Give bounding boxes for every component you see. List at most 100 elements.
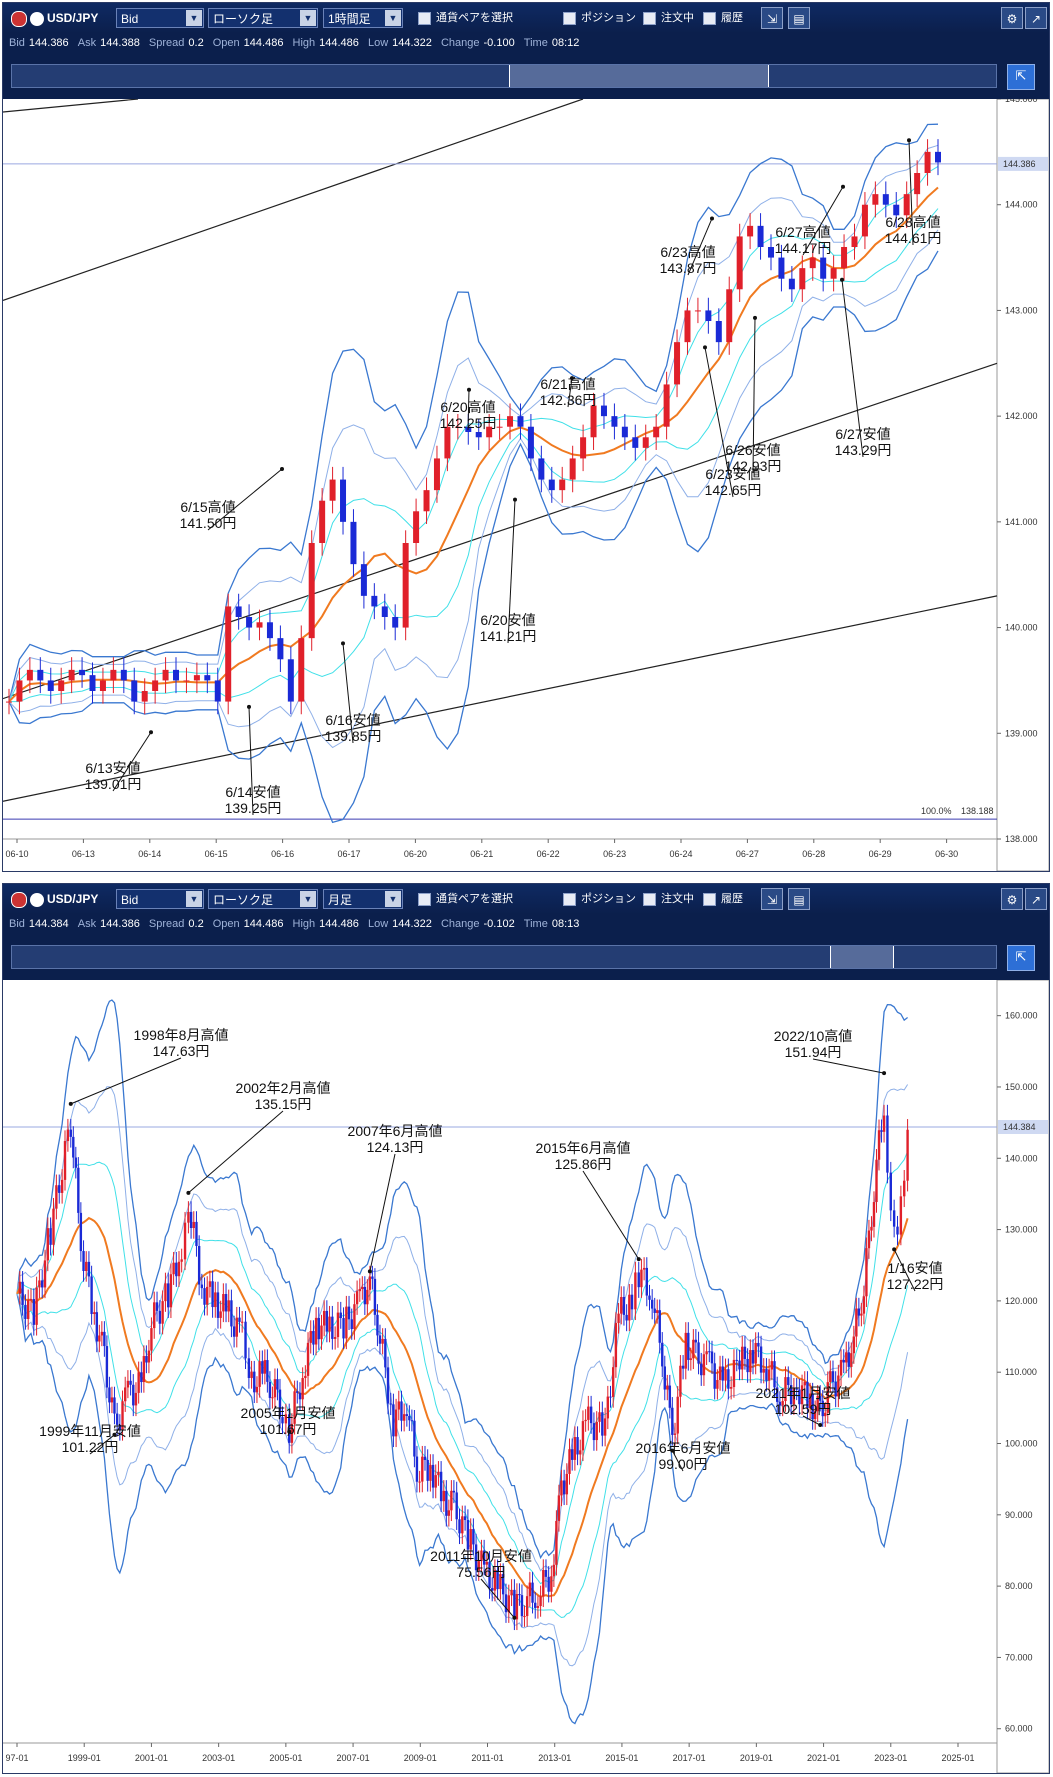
candle-body bbox=[634, 1272, 637, 1310]
chart-type-value: ローソク足 bbox=[213, 12, 274, 26]
candle-body bbox=[82, 1251, 85, 1272]
position-toggle[interactable]: ポジション bbox=[563, 889, 636, 909]
chart-type-select[interactable]: ローソク足 ▼ bbox=[208, 8, 318, 28]
pair-label: USD/JPY bbox=[47, 11, 99, 25]
candle-body bbox=[800, 1385, 804, 1405]
candle-body bbox=[240, 1321, 244, 1323]
candle-body bbox=[889, 1172, 892, 1211]
x-tick-label: 2011-01 bbox=[471, 1753, 503, 1763]
candle-body bbox=[924, 151, 931, 173]
candle-body bbox=[126, 1380, 130, 1388]
candle-body bbox=[721, 1366, 724, 1381]
popout-icon[interactable]: ↗ bbox=[1025, 888, 1047, 910]
candle-body bbox=[806, 1381, 809, 1409]
candle-body bbox=[431, 1464, 435, 1488]
candle-body bbox=[565, 1473, 569, 1495]
candle-body bbox=[6, 701, 12, 703]
checkbox-icon bbox=[703, 11, 716, 25]
pair-badge[interactable]: USD/JPY bbox=[11, 889, 98, 909]
annotation-value: 141.21円 bbox=[480, 628, 537, 644]
candle-body bbox=[729, 1387, 733, 1389]
x-tick-label: 2013-01 bbox=[538, 1753, 571, 1763]
navigator-window[interactable] bbox=[509, 65, 769, 87]
candle-body bbox=[789, 1385, 793, 1405]
candle-body bbox=[775, 1387, 779, 1402]
candle-body bbox=[266, 622, 273, 639]
candle-body bbox=[621, 426, 628, 438]
candle-body bbox=[831, 1371, 835, 1382]
candle-body bbox=[225, 606, 232, 702]
candle-body bbox=[121, 1401, 124, 1430]
candle-body bbox=[74, 1157, 78, 1168]
candle-body bbox=[611, 1367, 615, 1397]
price-type-select[interactable]: Bid ▼ bbox=[116, 889, 204, 909]
candle-body bbox=[811, 1393, 814, 1420]
select-pair-toggle[interactable]: 通貨ペアを選択 bbox=[418, 889, 513, 909]
history-toggle[interactable]: 履歴 bbox=[703, 889, 743, 909]
position-toggle[interactable]: ポジション bbox=[563, 8, 636, 28]
orders-toggle[interactable]: 注文中 bbox=[643, 889, 694, 909]
candle-body bbox=[214, 680, 221, 702]
history-toggle[interactable]: 履歴 bbox=[703, 8, 743, 28]
candle-body bbox=[880, 1130, 883, 1132]
expand-icon[interactable]: ⇱ bbox=[1007, 945, 1035, 971]
x-tick-label: 2005-01 bbox=[269, 1753, 302, 1763]
candle-body bbox=[865, 1248, 868, 1297]
change-label: Change bbox=[440, 918, 480, 930]
timeframe-select[interactable]: 1時間足 ▼ bbox=[323, 8, 403, 28]
candle-body bbox=[579, 1450, 582, 1455]
candle-body bbox=[862, 1296, 866, 1314]
layout-icon[interactable]: ▤ bbox=[788, 7, 810, 29]
candle-body bbox=[319, 500, 326, 543]
candle-body bbox=[214, 1292, 217, 1308]
candle-body bbox=[570, 1449, 574, 1460]
candle-body bbox=[423, 1456, 427, 1461]
candle-body bbox=[837, 1375, 840, 1397]
us-flag-icon bbox=[11, 891, 27, 908]
candle-body bbox=[673, 1433, 677, 1435]
candle-body bbox=[463, 1516, 467, 1521]
candle-body bbox=[523, 1616, 526, 1618]
chart-tool-icon[interactable]: ⇲ bbox=[761, 7, 783, 29]
candle-body bbox=[770, 1361, 774, 1370]
candle-body bbox=[255, 1386, 259, 1393]
chart-tool-icon[interactable]: ⇲ bbox=[761, 888, 783, 910]
timeframe-select[interactable]: 月足 ▼ bbox=[323, 889, 403, 909]
annotation-arrow bbox=[687, 218, 713, 276]
candle-body bbox=[263, 1360, 267, 1374]
price-type-select[interactable]: Bid ▼ bbox=[116, 8, 204, 28]
expand-icon[interactable]: ⇱ bbox=[1007, 64, 1035, 90]
candle-body bbox=[358, 1289, 361, 1292]
chart-type-select[interactable]: ローソク足 ▼ bbox=[208, 889, 318, 909]
gear-icon[interactable]: ⚙ bbox=[1001, 888, 1023, 910]
navigator-window[interactable] bbox=[830, 946, 894, 968]
select-pair-toggle[interactable]: 通貨ペアを選択 bbox=[418, 8, 513, 28]
chevron-down-icon: ▼ bbox=[385, 891, 401, 907]
candle-body bbox=[738, 1360, 741, 1370]
candle-body bbox=[177, 1261, 181, 1277]
x-tick-label: 06-17 bbox=[337, 849, 360, 859]
price-axis bbox=[996, 980, 1049, 1773]
popout-icon[interactable]: ↗ bbox=[1025, 7, 1047, 29]
candle-body bbox=[58, 680, 65, 691]
candle-body bbox=[747, 225, 754, 237]
candle-body bbox=[640, 1269, 643, 1288]
navigator-track[interactable] bbox=[11, 64, 997, 88]
candle-body bbox=[653, 1308, 656, 1313]
candle-body bbox=[692, 1339, 695, 1359]
gear-icon[interactable]: ⚙ bbox=[1001, 7, 1023, 29]
pair-badge[interactable]: USD/JPY bbox=[11, 8, 98, 28]
candle-body bbox=[222, 1294, 225, 1312]
select-pair-label: 通貨ペアを選択 bbox=[436, 12, 513, 24]
orders-label: 注文中 bbox=[661, 893, 694, 905]
orders-toggle[interactable]: 注文中 bbox=[643, 8, 694, 28]
navigator-track[interactable] bbox=[11, 945, 997, 969]
chart-type-value: ローソク足 bbox=[213, 893, 274, 907]
candle-body bbox=[423, 490, 430, 512]
layout-icon[interactable]: ▤ bbox=[788, 888, 810, 910]
annotation-label: 2002年2月高値 bbox=[236, 1080, 331, 1096]
checkbox-icon bbox=[563, 11, 576, 25]
candle-body bbox=[841, 247, 848, 269]
annotation-arrow bbox=[802, 1415, 821, 1426]
candle-body bbox=[402, 543, 409, 628]
